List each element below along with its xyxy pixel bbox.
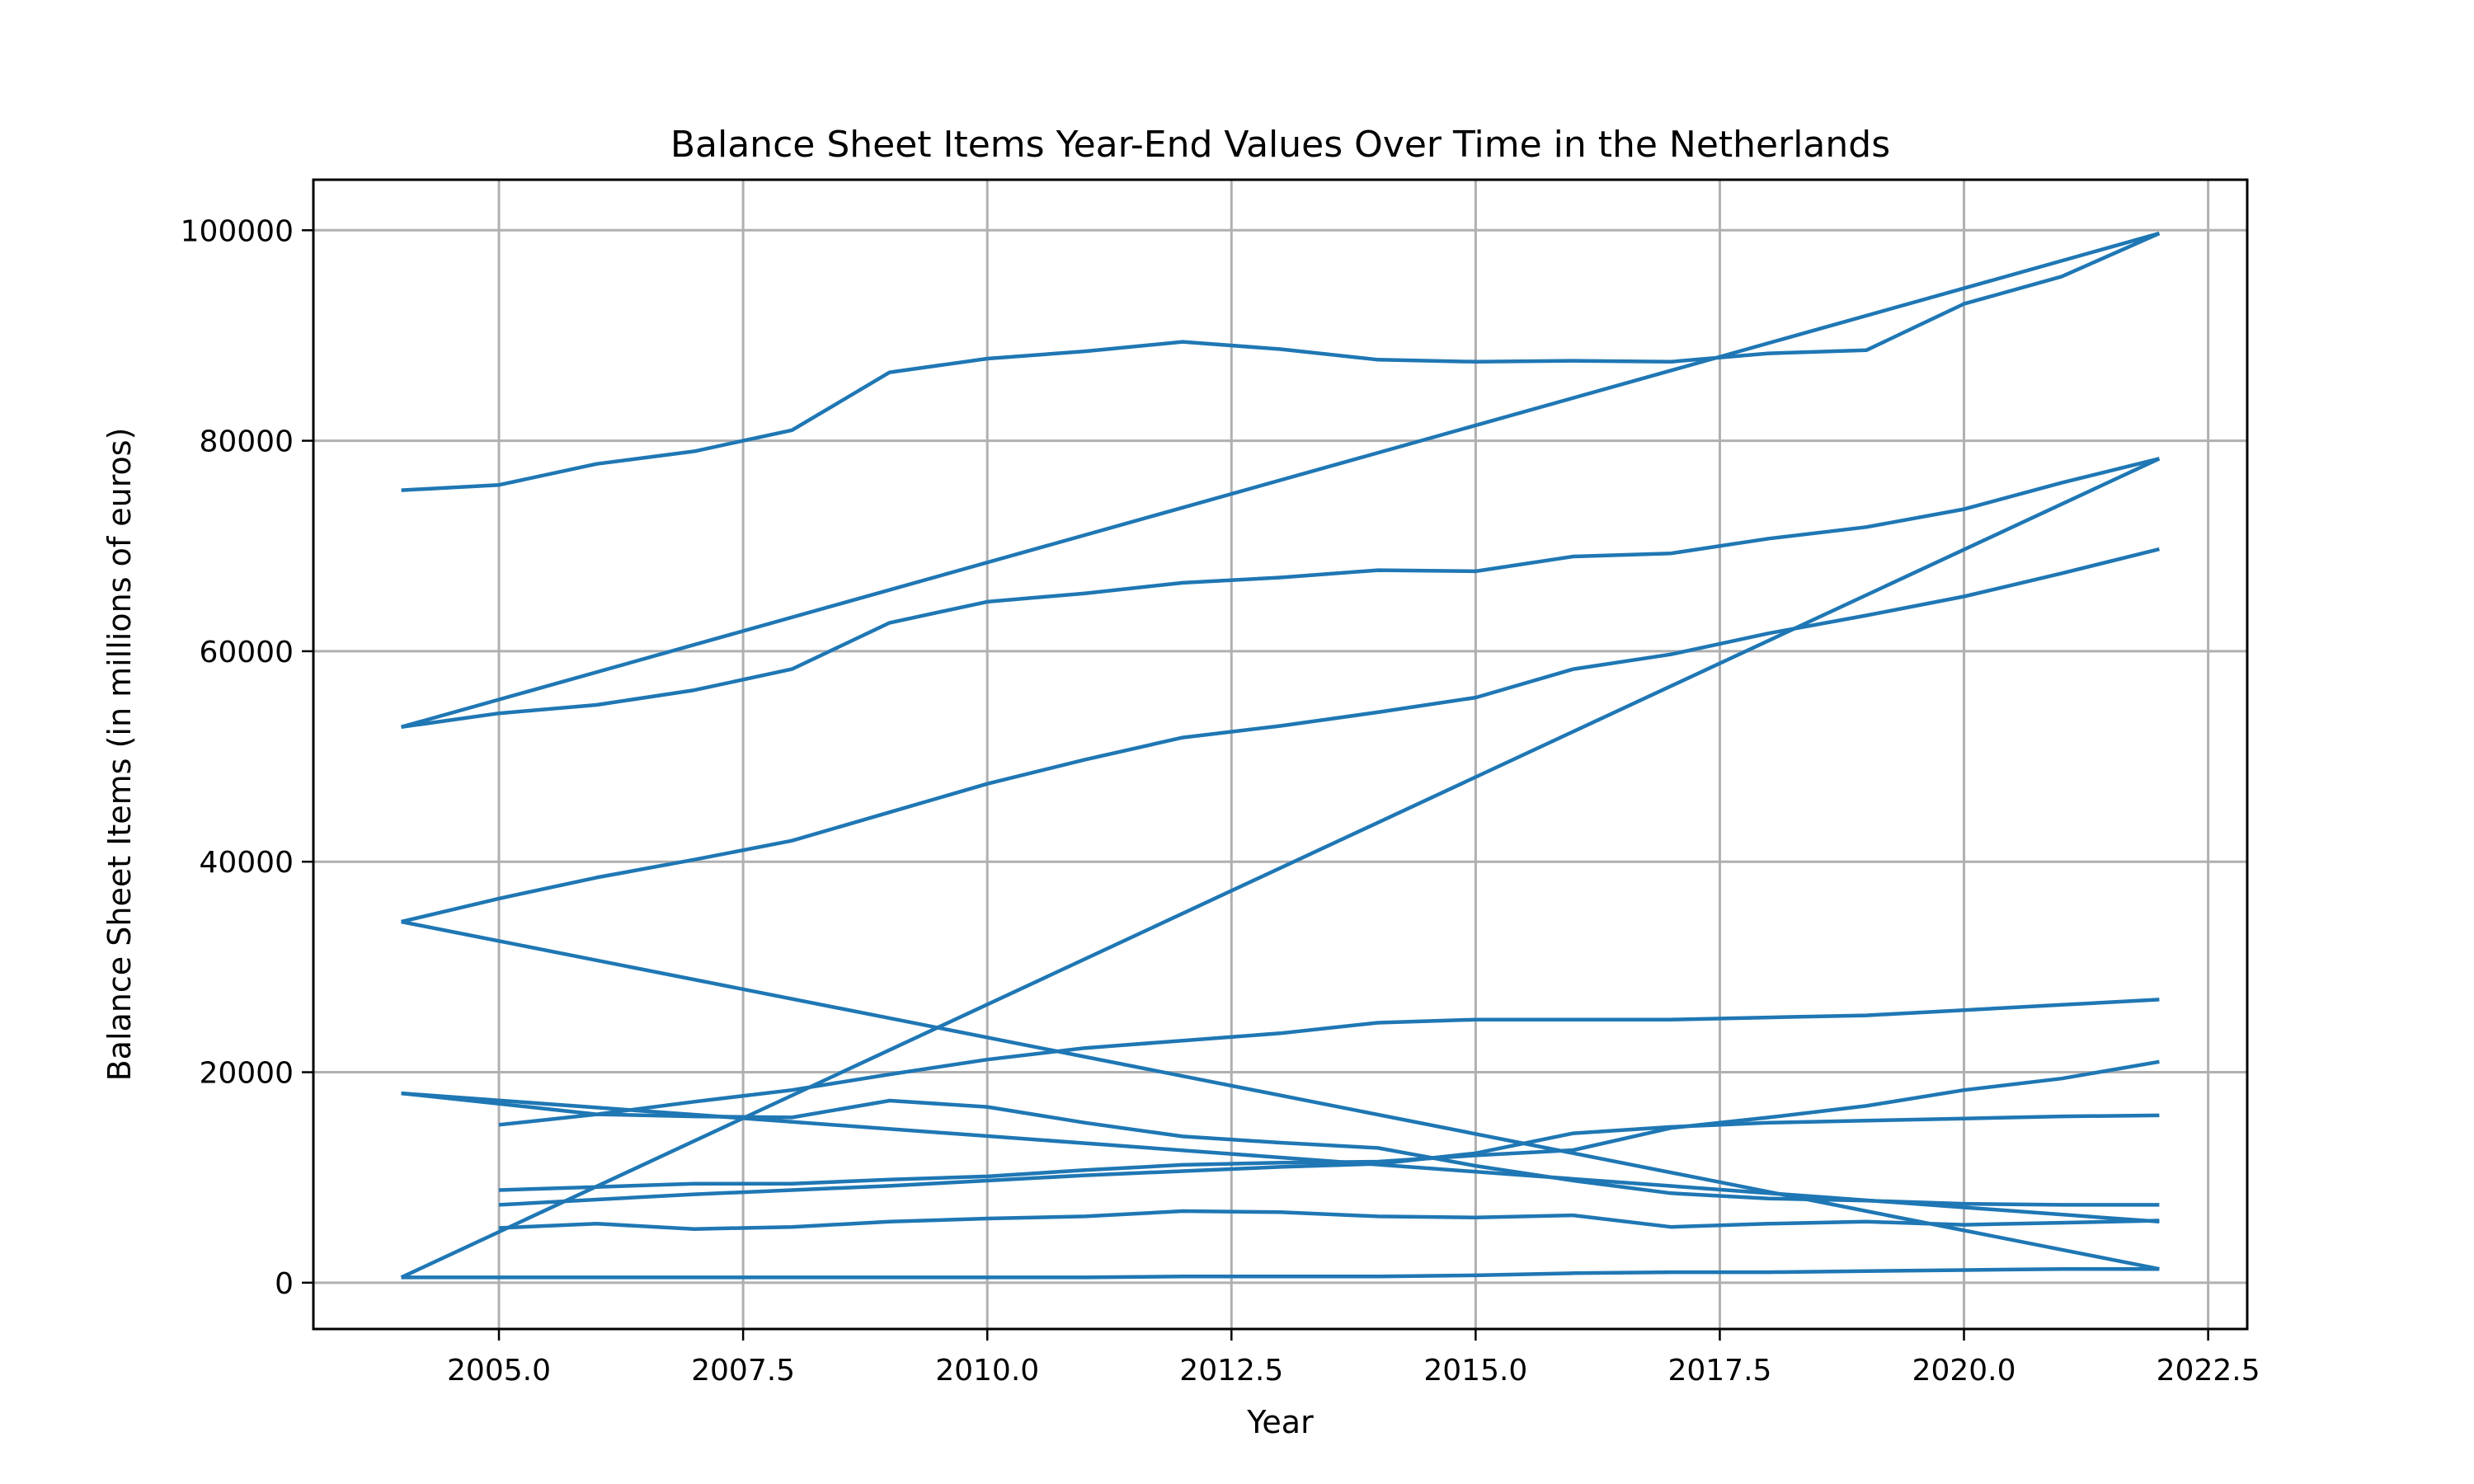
y-tick-label: 80000 (199, 425, 294, 459)
x-tick-label: 2022.5 (2157, 1354, 2260, 1388)
x-tick-label: 2012.5 (1179, 1354, 1283, 1388)
series-line-9 (401, 1091, 2160, 1207)
x-tick-label: 2010.0 (935, 1354, 1039, 1388)
chart-title: Balance Sheet Items Year-End Values Over… (670, 124, 1890, 166)
x-tick-label: 2015.0 (1423, 1354, 1527, 1388)
y-tick-label: 20000 (199, 1057, 294, 1091)
y-tick-label: 0 (275, 1267, 294, 1301)
x-tick-label: 2005.0 (447, 1354, 551, 1388)
x-tick-label: 2020.0 (1912, 1354, 2016, 1388)
y-tick-label: 60000 (199, 636, 294, 669)
series-line-13 (401, 1266, 2160, 1280)
series-line-12 (498, 1209, 2160, 1231)
x-axis-label: Year (1246, 1404, 1314, 1440)
series-line-3 (401, 457, 2160, 730)
series-line-2 (400, 231, 2161, 729)
x-tick-label: 2017.5 (1667, 1354, 1771, 1388)
series-line-7 (498, 998, 2160, 1127)
y-axis-label: Balance Sheet Items (in millions of euro… (101, 428, 138, 1082)
grid (313, 180, 2247, 1329)
series-line-5 (400, 457, 2161, 1280)
y-tick-label: 40000 (199, 846, 294, 880)
series-line-6 (401, 919, 2160, 1271)
plot-frame (312, 178, 2249, 1331)
y-tick-label: 100000 (181, 214, 294, 248)
series-line-1 (401, 232, 2161, 492)
x-axis: 2005.0 2007.5 2010.0 2012.5 2015.0 2017.5 2020… (447, 1329, 2260, 1388)
x-tick-label: 2007.5 (691, 1354, 795, 1388)
series-line-11 (498, 1059, 2160, 1192)
series-group (400, 231, 2161, 1280)
series-line-4 (401, 547, 2160, 924)
y-axis: 0 20000 40000 60000 80000 100000 (181, 214, 313, 1301)
series-line-10 (498, 1113, 2160, 1207)
